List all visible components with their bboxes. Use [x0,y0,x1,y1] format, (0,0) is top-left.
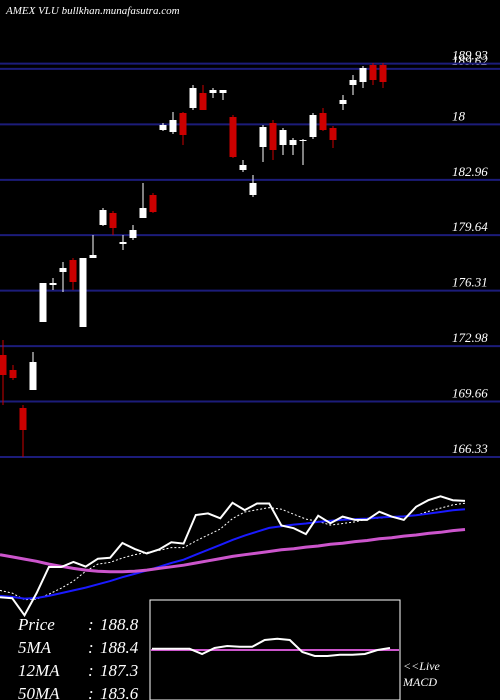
stat-label: 5MA [18,638,52,657]
live-link[interactable]: <<Live [403,659,441,673]
stat-separator: : [88,684,94,700]
stat-separator: : [88,638,94,657]
candle-body [289,140,297,145]
stat: 5MA:188.4 [18,638,139,657]
stat-value: 188.4 [100,638,139,657]
macd-line [152,637,391,657]
candle-body [259,127,267,147]
y-tick-label: 169.66 [452,386,488,401]
candle-body [229,117,237,157]
candle-body [249,183,257,195]
ma-line-50ma [0,528,466,574]
y-tick-label: 18 [452,108,466,123]
candle-body [59,268,67,272]
candle-body [239,165,247,170]
candle-body [29,362,37,390]
y-tick-label: 176.31 [452,275,488,290]
candle-body [299,140,307,141]
candle-body [109,213,117,228]
price-line [0,495,466,618]
candle-body [149,195,157,212]
candle-body [99,210,107,225]
stat: Price:188.8 [17,615,139,634]
candle-body [49,283,57,285]
candle-body [139,208,147,218]
candle-body [269,123,277,150]
candle-body [179,113,187,135]
stat-value: 183.6 [100,684,139,700]
candle-body [159,125,167,130]
candle-body [0,355,7,375]
candle-body [169,120,177,132]
y-tick-label: 189.93 [452,48,488,63]
y-tick-label: 166.33 [452,441,488,456]
candle-body [349,80,357,85]
stat-value: 188.8 [100,615,139,634]
ma-line-12ma [0,508,466,600]
candle-body [119,242,127,244]
ma-panel [0,495,466,618]
candle-body [189,88,197,108]
candle-body [199,93,207,110]
stat-separator: : [88,615,94,634]
stat-value: 187.3 [100,661,138,680]
y-tick-label: 179.64 [452,219,488,234]
stat-label: 50MA [18,684,60,700]
macd [151,637,399,657]
stat-label: Price [17,615,55,634]
chart-title: AMEX VLU bullkhan.munafasutra.com [5,5,180,17]
candle-body [129,230,137,238]
candle-body [339,100,347,104]
candle-body [279,130,287,145]
macd-label: MACD [402,675,437,689]
candle-body [79,258,87,327]
stat-label: 12MA [18,661,60,680]
stat: 50MA:183.6 [18,684,139,700]
candle-body [219,90,227,93]
stat-separator: : [88,661,94,680]
candle-body [309,115,317,137]
candle-body [319,113,327,130]
y-tick-label: 182.96 [452,164,488,179]
candle-body [9,370,17,378]
grid: 166.33 169.66 172.98 176.31 179.64 182.96 18 18… [0,48,500,458]
candle-body [39,283,47,322]
candle-body [209,90,217,93]
candle-body [89,255,97,258]
stat: 12MA:187.3 [18,661,138,680]
ma-line-5ma [0,502,466,601]
candles [0,63,387,457]
candle-body [379,65,387,82]
candle-body [359,68,367,82]
candle-body [19,408,27,430]
candle-body [369,65,377,80]
candle-body [69,260,77,282]
candle-body [329,128,337,140]
y-tick-label: 172.98 [452,330,488,345]
